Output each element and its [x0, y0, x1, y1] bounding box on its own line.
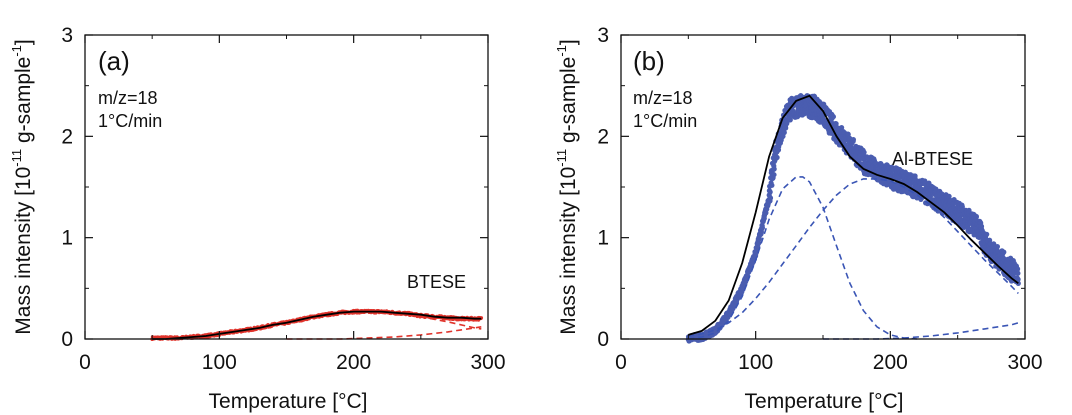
data-point [787, 117, 793, 123]
fit-component-line [688, 178, 1019, 337]
panel-a: Mass intensity [10-11 g-sample-1] 0 100 20… [9, 24, 506, 413]
x-tick-label: 0 [79, 351, 91, 374]
data-point [966, 207, 972, 213]
plot-area [685, 93, 1021, 344]
series-label: Al-BTESE [892, 149, 973, 169]
y-tick-label: 2 [61, 125, 73, 148]
y-tick-label: 2 [597, 125, 609, 148]
y-axis-title: Mass intensity [10-11 g-sample-1] [9, 39, 35, 335]
plot-frame [84, 34, 489, 340]
series-label: BTESE [407, 272, 466, 292]
x-tick-label: 0 [615, 351, 627, 374]
data-point [781, 129, 787, 136]
data-point [759, 225, 766, 231]
axis-ticks: 0 100 200 300 0 1 2 3 [597, 24, 1042, 374]
data-point [1015, 270, 1021, 276]
y-tick-label: 0 [61, 328, 73, 351]
data-point [769, 182, 775, 188]
panel-b: Mass intensity [10-11 g-sample-1] 0 100 20… [554, 24, 1043, 413]
fit-component-line [152, 311, 482, 340]
x-axis-title: Temperature [°C] [209, 390, 368, 413]
y-axis-title: Mass intensity [10-11 g-sample-1] [554, 39, 580, 335]
fit-component-line [688, 176, 918, 340]
y-tick-label: 3 [61, 24, 73, 47]
data-point [946, 193, 952, 199]
data-point [984, 231, 990, 237]
data-point [973, 213, 980, 220]
y-tick-label: 3 [597, 24, 609, 47]
x-tick-label: 200 [336, 351, 371, 374]
x-tick-label: 100 [738, 351, 773, 374]
data-point [767, 189, 773, 195]
annotation-rate: 1°C/min [633, 111, 697, 131]
data-point [783, 125, 789, 131]
data-point [756, 240, 762, 246]
data-point [1015, 266, 1021, 272]
panel-label: (a) [98, 46, 130, 76]
fit-component-line [286, 326, 482, 340]
data-point [771, 166, 777, 172]
data-point [771, 172, 777, 178]
data-point [1015, 276, 1021, 282]
data-point [833, 121, 839, 127]
x-axis-title: Temperature [°C] [745, 390, 904, 413]
fit-component-line [823, 322, 1019, 340]
annotation-mz: m/z=18 [633, 88, 693, 108]
y-tick-label: 1 [597, 227, 609, 250]
x-tick-label: 200 [873, 351, 908, 374]
plot-area [150, 308, 484, 342]
data-point [861, 149, 867, 155]
y-tick-label: 0 [597, 328, 609, 351]
y-tick-label: 1 [61, 227, 73, 250]
fit-total-line [152, 310, 482, 340]
x-tick-label: 100 [202, 351, 237, 374]
data-point [774, 154, 780, 161]
data-point [830, 114, 837, 120]
fit-total-line [688, 94, 1019, 336]
data-point [850, 137, 857, 143]
x-tick-label: 300 [1007, 351, 1042, 374]
annotation-mz: m/z=18 [98, 88, 158, 108]
data-point [978, 223, 985, 229]
data-point [1001, 249, 1007, 255]
panel-label: (b) [633, 46, 665, 76]
plot-frame [620, 34, 1026, 340]
data-point [994, 244, 1001, 250]
x-tick-label: 300 [470, 351, 505, 374]
annotation-rate: 1°C/min [98, 111, 162, 131]
axis-ticks: 0 100 200 300 0 1 2 3 [61, 24, 505, 374]
data-point [839, 125, 845, 131]
data-point [912, 173, 918, 179]
data-point [767, 195, 774, 201]
